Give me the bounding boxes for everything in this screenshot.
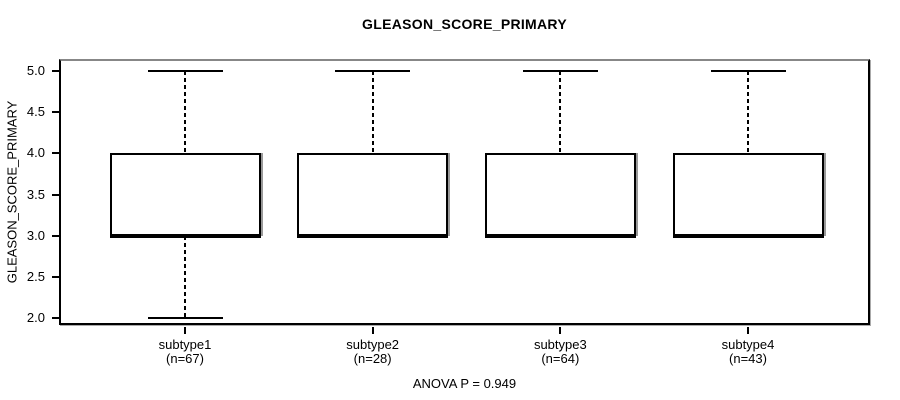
group-sample-size-label: (n=43) [729,351,767,366]
median-line [484,233,636,238]
group-sample-size-label: (n=67) [166,351,204,366]
y-axis-tick-label: 3.0 [26,227,45,243]
y-axis-tick-label: 4.0 [26,145,45,161]
y-axis-tick [52,152,59,155]
lower-whisker-line [184,235,186,318]
x-axis-tick-label: subtype2 (n=28) [293,338,453,366]
y-axis-tick [52,275,59,278]
median-line [297,233,449,238]
x-axis-tick [371,327,374,334]
upper-whisker-line [371,71,374,154]
group-name-label: subtype2 [346,337,400,352]
upper-whisker-line [559,71,562,154]
y-axis-tick [52,70,59,72]
iqr-box [672,153,824,236]
group-name-label: subtype1 [158,337,212,352]
x-axis-tick [747,327,749,334]
lower-whisker-cap [147,317,223,319]
upper-whisker-line [184,71,186,154]
y-axis-tick [52,317,59,319]
chart-title: GLEASON_SCORE_PRIMARY [362,16,567,32]
y-axis-tick [52,234,59,237]
upper-whisker-cap [335,70,411,72]
y-axis-tick-label: 4.5 [26,104,45,120]
y-axis-tick-label: 5.0 [26,63,45,78]
group-sample-size-label: (n=64) [541,351,580,366]
iqr-box [109,153,261,236]
x-axis-tick [184,327,186,334]
upper-whisker-cap [710,70,786,72]
y-axis-tick [52,193,59,196]
y-axis-tick-label: 3.5 [26,186,45,202]
x-axis-tick-label: subtype4 (n=43) [668,338,828,366]
x-axis-tick-label: subtype3 (n=64) [480,338,640,366]
median-line [109,233,261,238]
y-axis-tick-label: 2.5 [26,268,45,284]
x-axis-tick [559,327,562,334]
y-axis-tick-label: 2.0 [26,310,45,325]
upper-whisker-line [747,71,749,154]
iqr-box [484,153,636,236]
upper-whisker-cap [522,70,598,72]
group-name-label: subtype3 [533,337,587,352]
median-line [672,233,824,238]
plot-area: 2.0 2.5 3.0 3.5 4.0 4.5 5.0 subtype1 (n=67) subty… [27,59,870,366]
upper-whisker-cap [147,70,223,72]
iqr-box [297,153,449,236]
group-sample-size-label: (n=28) [353,351,392,366]
anova-annotation: ANOVA P = 0.949 [412,376,517,391]
group-name-label: subtype4 [721,337,775,352]
x-axis-tick-label: subtype1 (n=67) [105,338,265,366]
y-axis-tick [52,111,59,114]
